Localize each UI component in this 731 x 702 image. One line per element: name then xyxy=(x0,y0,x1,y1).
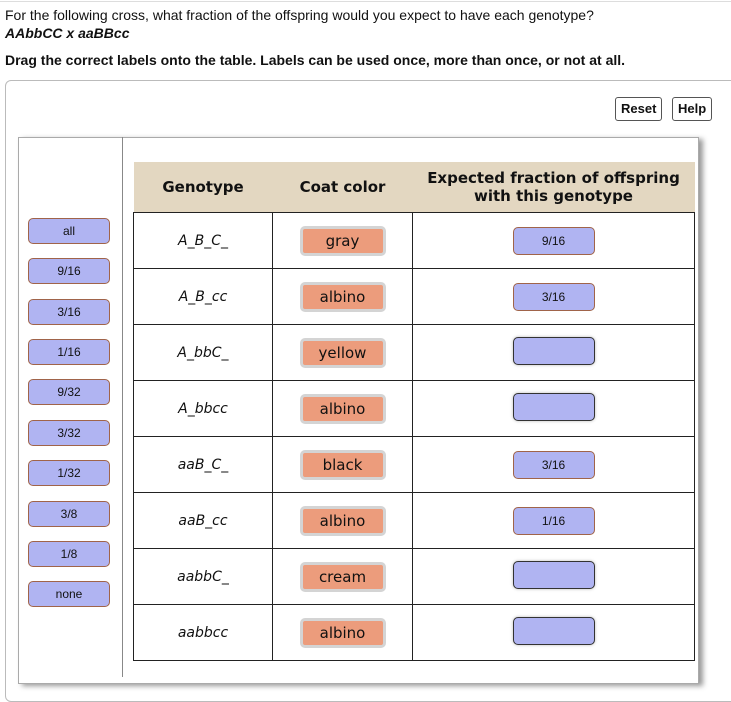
draggable-label[interactable]: 1/32 xyxy=(28,460,110,486)
reset-button[interactable]: Reset xyxy=(615,97,663,121)
genotype-cell: A_B_C_ xyxy=(133,212,273,269)
table-row: aaB_cc albino 1/16 xyxy=(133,492,695,549)
fraction-label[interactable]: 9/16 xyxy=(512,226,595,255)
fraction-label[interactable]: 3/16 xyxy=(512,282,595,311)
fraction-cell: 3/16 xyxy=(412,268,695,325)
coat-color-cell: albino xyxy=(272,268,413,325)
table-row: A_B_C_ gray 9/16 xyxy=(133,212,695,269)
genotype-cell: aabbC_ xyxy=(133,548,273,605)
coat-color-cell: albino xyxy=(272,380,413,437)
coat-color-label: albino xyxy=(299,281,386,312)
coat-color-label: cream xyxy=(299,561,386,592)
fraction-drop-target[interactable] xyxy=(512,560,595,589)
genotype-cell: aaB_C_ xyxy=(133,436,273,493)
help-button[interactable]: Help xyxy=(672,97,713,121)
table-row: aabbC_ cream xyxy=(133,548,695,605)
cross-text: AAbbCC x aaBBcc xyxy=(5,25,130,41)
coat-color-cell: cream xyxy=(272,548,413,605)
fraction-label[interactable]: 1/16 xyxy=(512,506,595,535)
header-fraction: Expected fraction of offspring with this… xyxy=(412,162,695,213)
coat-color-label: albino xyxy=(299,617,386,648)
coat-color-label: black xyxy=(299,449,386,480)
genotype-cell: A_bbC_ xyxy=(133,324,273,381)
genotype-cell: aaB_cc xyxy=(133,492,273,549)
draggable-label[interactable]: 3/8 xyxy=(28,501,110,527)
table-row: aaB_C_ black 3/16 xyxy=(133,436,695,493)
coat-color-label: albino xyxy=(299,393,386,424)
fraction-cell: 1/16 xyxy=(412,492,695,549)
coat-color-label: yellow xyxy=(299,337,386,368)
fraction-label[interactable]: 3/16 xyxy=(512,450,595,479)
draggable-label[interactable]: 1/16 xyxy=(28,339,110,365)
fraction-cell xyxy=(412,324,695,381)
table-row: A_B_cc albino 3/16 xyxy=(133,268,695,325)
coat-color-cell: yellow xyxy=(272,324,413,381)
genotype-cell: A_B_cc xyxy=(133,268,273,325)
fraction-cell: 3/16 xyxy=(412,436,695,493)
fraction-drop-target[interactable] xyxy=(512,392,595,421)
draggable-label[interactable]: 3/32 xyxy=(28,420,110,446)
label-bank-divider xyxy=(122,137,123,677)
top-divider xyxy=(0,1,731,2)
draggable-label[interactable]: 9/32 xyxy=(28,379,110,405)
fraction-drop-target[interactable] xyxy=(512,616,595,645)
table-row: A_bbcc albino xyxy=(133,380,695,437)
draggable-label[interactable]: 3/16 xyxy=(28,299,110,325)
table-row: A_bbC_ yellow xyxy=(133,324,695,381)
coat-color-cell: gray xyxy=(272,212,413,269)
fraction-cell xyxy=(412,604,695,661)
fraction-cell xyxy=(412,380,695,437)
fraction-cell: 9/16 xyxy=(412,212,695,269)
genotype-table: Genotype Coat color Expected fraction of… xyxy=(133,162,695,661)
coat-color-cell: albino xyxy=(272,492,413,549)
header-genotype: Genotype xyxy=(133,162,273,213)
genotype-cell: A_bbcc xyxy=(133,380,273,437)
draggable-label[interactable]: 9/16 xyxy=(28,258,110,284)
draggable-label[interactable]: 1/8 xyxy=(28,541,110,567)
coat-color-cell: albino xyxy=(272,604,413,661)
coat-color-label: albino xyxy=(299,505,386,536)
draggable-label[interactable]: all xyxy=(28,218,110,244)
coat-color-cell: black xyxy=(272,436,413,493)
instructions: Drag the correct labels onto the table. … xyxy=(5,52,626,68)
coat-color-label: gray xyxy=(299,225,386,256)
draggable-label[interactable]: none xyxy=(28,581,110,607)
table-row: aabbcc albino xyxy=(133,604,695,661)
header-coat-color: Coat color xyxy=(272,162,413,213)
fraction-drop-target[interactable] xyxy=(512,336,595,365)
fraction-cell xyxy=(412,548,695,605)
question-text: For the following cross, what fraction o… xyxy=(5,7,594,23)
genotype-cell: aabbcc xyxy=(133,604,273,661)
